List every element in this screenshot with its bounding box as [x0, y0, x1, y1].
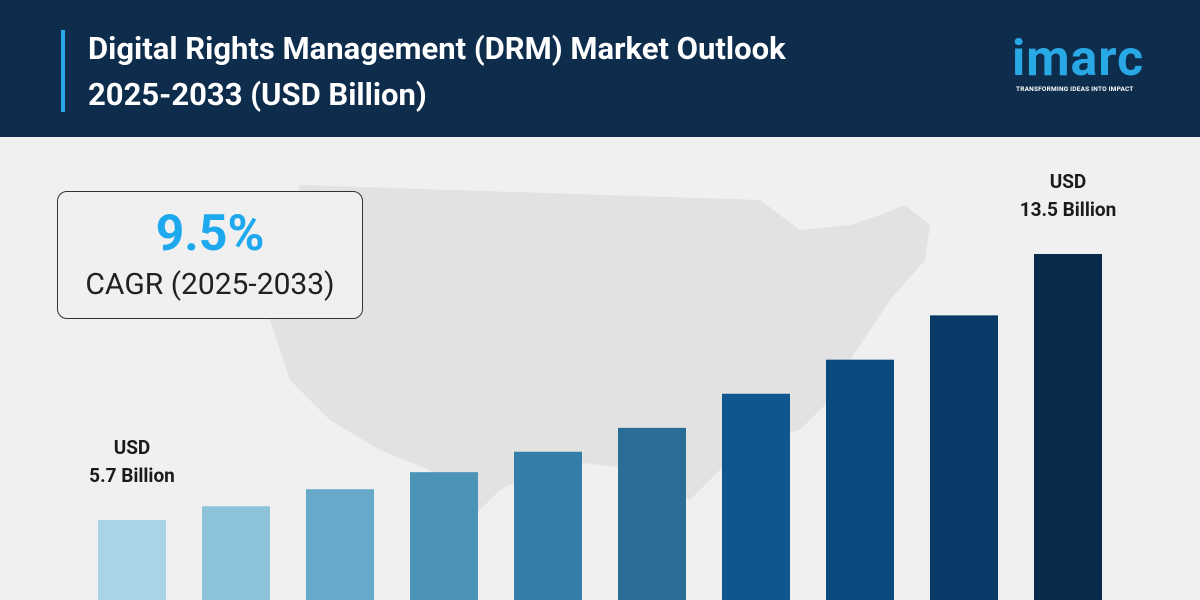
header: Digital Rights Management (DRM) Market O… — [0, 0, 1200, 137]
bar — [618, 427, 686, 600]
bar — [410, 472, 478, 600]
bar — [202, 506, 270, 600]
cagr-box: 9.5% CAGR (2025-2033) — [57, 191, 363, 319]
bar — [98, 519, 166, 600]
cagr-value: 9.5% — [155, 205, 265, 263]
value-label: USD 5.7 Billion — [89, 435, 175, 487]
bar — [722, 393, 790, 600]
bar — [826, 359, 894, 600]
cagr-label: CAGR (2025-2033) — [85, 267, 335, 302]
bar — [1034, 254, 1102, 600]
accent-bar — [61, 30, 65, 112]
tagline: TRANSFORMING IDEAS INTO IMPACT — [1016, 85, 1134, 93]
bar — [514, 451, 582, 600]
logo: imarc — [1012, 30, 1145, 88]
chart-title: Digital Rights Management (DRM) Market O… — [88, 30, 786, 113]
bar — [930, 315, 998, 600]
bar — [306, 489, 374, 600]
value-label: USD 13.5 Billion — [1019, 170, 1117, 221]
